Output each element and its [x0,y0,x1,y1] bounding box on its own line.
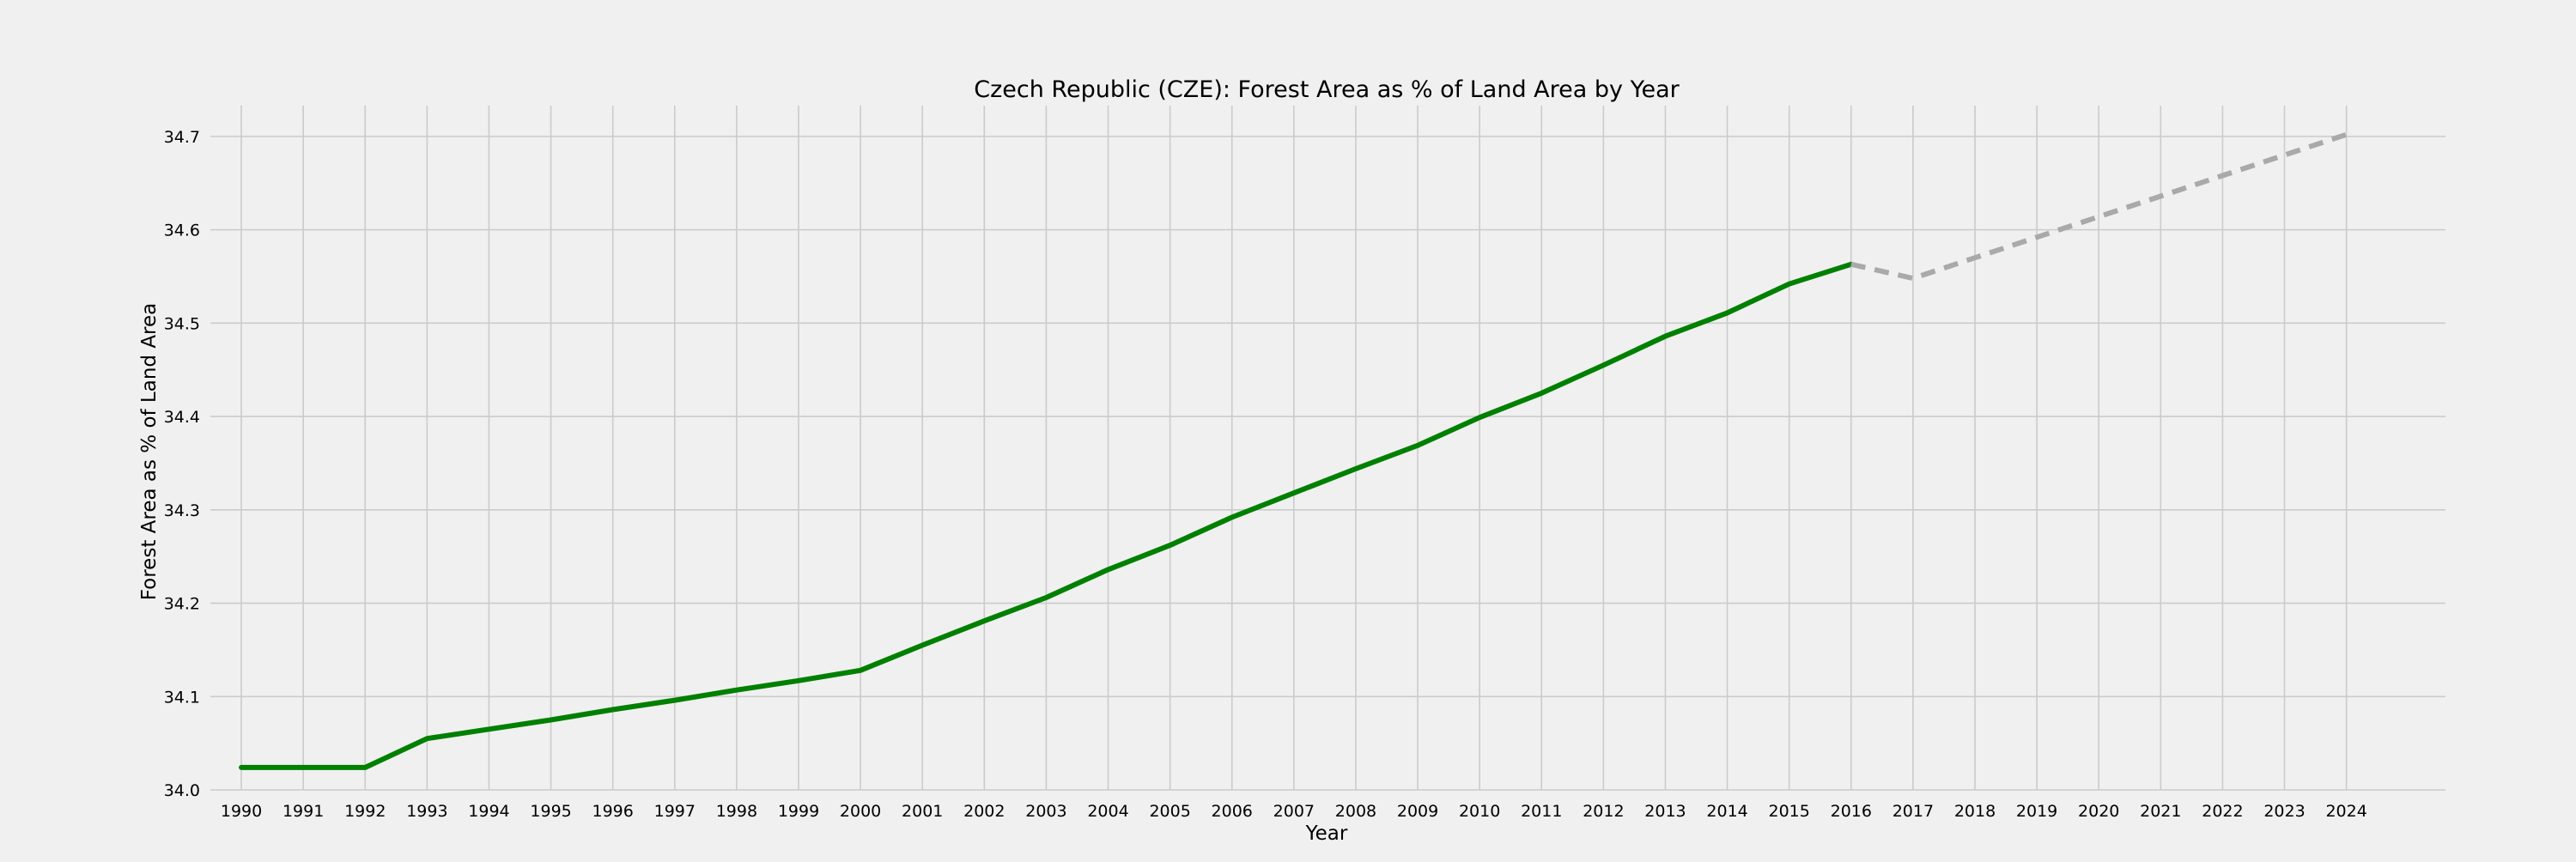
x-tick-label: 2021 [2140,802,2181,821]
x-tick-label: 2009 [1397,802,1438,821]
chart-title: Czech Republic (CZE): Forest Area as % o… [974,76,1680,103]
x-tick-label: 2000 [840,802,881,821]
x-tick-label: 2004 [1087,802,1128,821]
x-tick-label: 2024 [2325,802,2366,821]
x-tick-label: 2015 [1769,802,1810,821]
x-axis-label: Year [1305,823,1348,845]
x-axis-ticks: 1990 1991 1992 1993 1994 1995 1996 1997 1998 1999… [221,802,2367,821]
x-tick-label: 2002 [963,802,1005,821]
x-tick-label: 2020 [2078,802,2119,821]
x-tick-label: 2016 [1831,802,1872,821]
x-tick-label: 1993 [406,802,447,821]
x-tick-label: 2011 [1521,802,1562,821]
y-tick-label: 34.0 [164,781,200,800]
x-tick-label: 1991 [283,802,324,821]
x-tick-label: 2006 [1212,802,1253,821]
x-tick-label: 1997 [654,802,696,821]
x-tick-label: 2013 [1644,802,1686,821]
x-tick-label: 1996 [592,802,634,821]
y-axis-label: Forest Area as % of Land Area [138,303,161,601]
y-axis-ticks: 34.0 34.1 34.2 34.3 34.4 34.5 34.6 34.7 [164,128,200,800]
grid [210,106,2445,791]
x-tick-label: 2023 [2263,802,2305,821]
x-tick-label: 1995 [530,802,571,821]
y-tick-label: 34.6 [164,222,200,240]
y-tick-label: 34.3 [164,501,200,520]
x-tick-label: 2012 [1583,802,1624,821]
x-tick-label: 1999 [778,802,819,821]
x-tick-label: 2008 [1335,802,1376,821]
y-tick-label: 34.1 [164,688,200,707]
x-tick-label: 2003 [1025,802,1066,821]
x-tick-label: 2005 [1149,802,1190,821]
x-tick-label: 2017 [1893,802,1934,821]
x-tick-label: 2014 [1706,802,1747,821]
x-tick-label: 1994 [468,802,509,821]
x-tick-label: 1990 [221,802,262,821]
series-lines [239,131,2348,770]
y-tick-label: 34.5 [164,314,200,333]
x-tick-label: 1992 [344,802,386,821]
x-tick-label: 2001 [902,802,943,821]
x-tick-label: 2019 [2016,802,2057,821]
x-tick-label: 1998 [716,802,757,821]
y-tick-label: 34.2 [164,595,200,614]
y-tick-label: 34.4 [164,408,200,427]
series-line-solid [239,261,1854,770]
x-tick-label: 2022 [2202,802,2243,821]
y-tick-label: 34.7 [164,128,200,147]
x-tick-label: 2018 [1954,802,1996,821]
x-tick-label: 2010 [1459,802,1500,821]
x-tick-label: 2007 [1273,802,1315,821]
series-line-dashed [1850,131,2348,282]
